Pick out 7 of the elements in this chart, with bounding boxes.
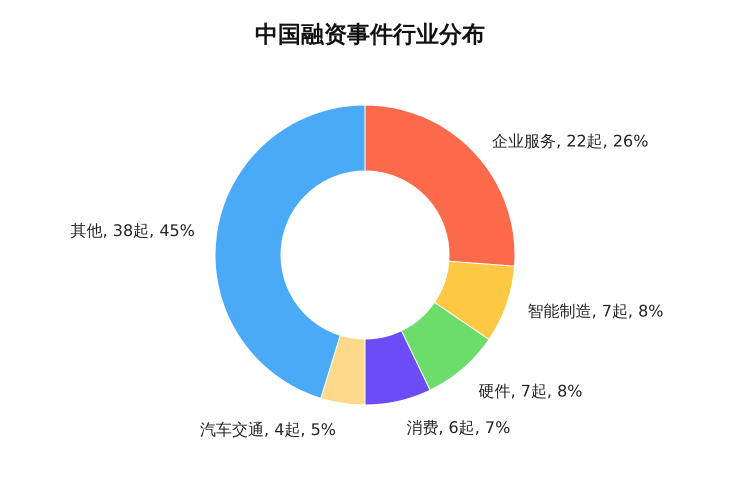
slice-label: 智能制造, 7起, 8% <box>528 301 664 320</box>
slice-label: 汽车交通, 4起, 5% <box>200 420 336 440</box>
chart-title: 中国融资事件行业分布 <box>255 22 485 48</box>
slice-label: 企业服务, 22起, 26% <box>492 132 648 151</box>
slice-label: 消费, 6起, 7% <box>406 418 510 437</box>
slice-label: 其他, 38起, 45% <box>70 220 195 240</box>
slice-label: 硬件, 7起, 8% <box>478 381 582 400</box>
